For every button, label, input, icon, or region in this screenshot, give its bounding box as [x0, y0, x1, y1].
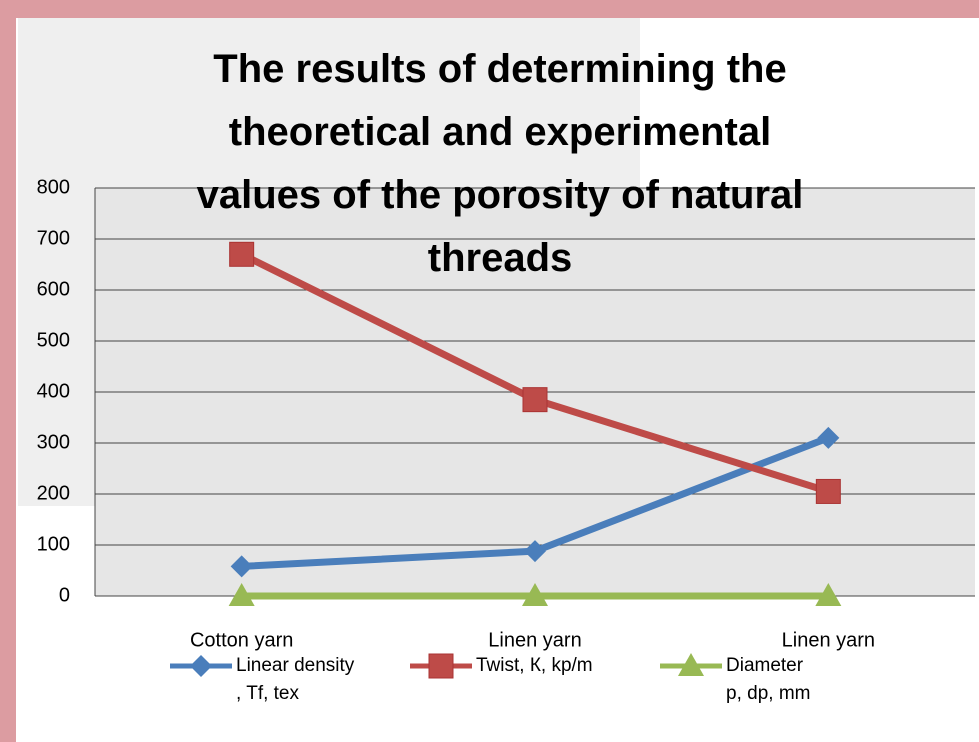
marker: [522, 387, 548, 413]
marker: [815, 583, 842, 606]
frame-left: [0, 0, 16, 742]
marker: [230, 555, 253, 578]
chart-title: The results of determining the theoretic…: [196, 47, 804, 280]
marker: [229, 241, 255, 267]
marker: [815, 478, 841, 504]
y-tick-label: 600: [37, 278, 70, 300]
y-tick-label: 800: [37, 176, 70, 198]
legend-label: Twist, К, kp/m: [476, 655, 593, 676]
legend-marker: [190, 655, 212, 677]
x-tick-label: Cotton yarn: [190, 629, 293, 651]
y-tick-label: 300: [37, 431, 70, 453]
y-tick-label: 100: [37, 533, 70, 555]
marker: [817, 426, 840, 449]
y-tick-label: 500: [37, 329, 70, 351]
y-tick-label: 200: [37, 482, 70, 504]
y-tick-label: 400: [37, 380, 70, 402]
legend-label: Diameter p, dp, mm: [726, 655, 811, 704]
legend-marker: [428, 653, 454, 679]
legend-label: Linear density , Tf, tex: [236, 655, 355, 704]
y-tick-label: 700: [37, 227, 70, 249]
marker: [522, 583, 548, 606]
marker: [524, 540, 546, 563]
x-tick-label: Linen yarn: [782, 629, 875, 651]
legend-marker: [678, 653, 704, 676]
frame-top: [0, 0, 979, 18]
x-tick-label: Linen yarn: [488, 629, 581, 651]
y-tick-label: 0: [59, 584, 70, 606]
marker: [228, 583, 255, 606]
